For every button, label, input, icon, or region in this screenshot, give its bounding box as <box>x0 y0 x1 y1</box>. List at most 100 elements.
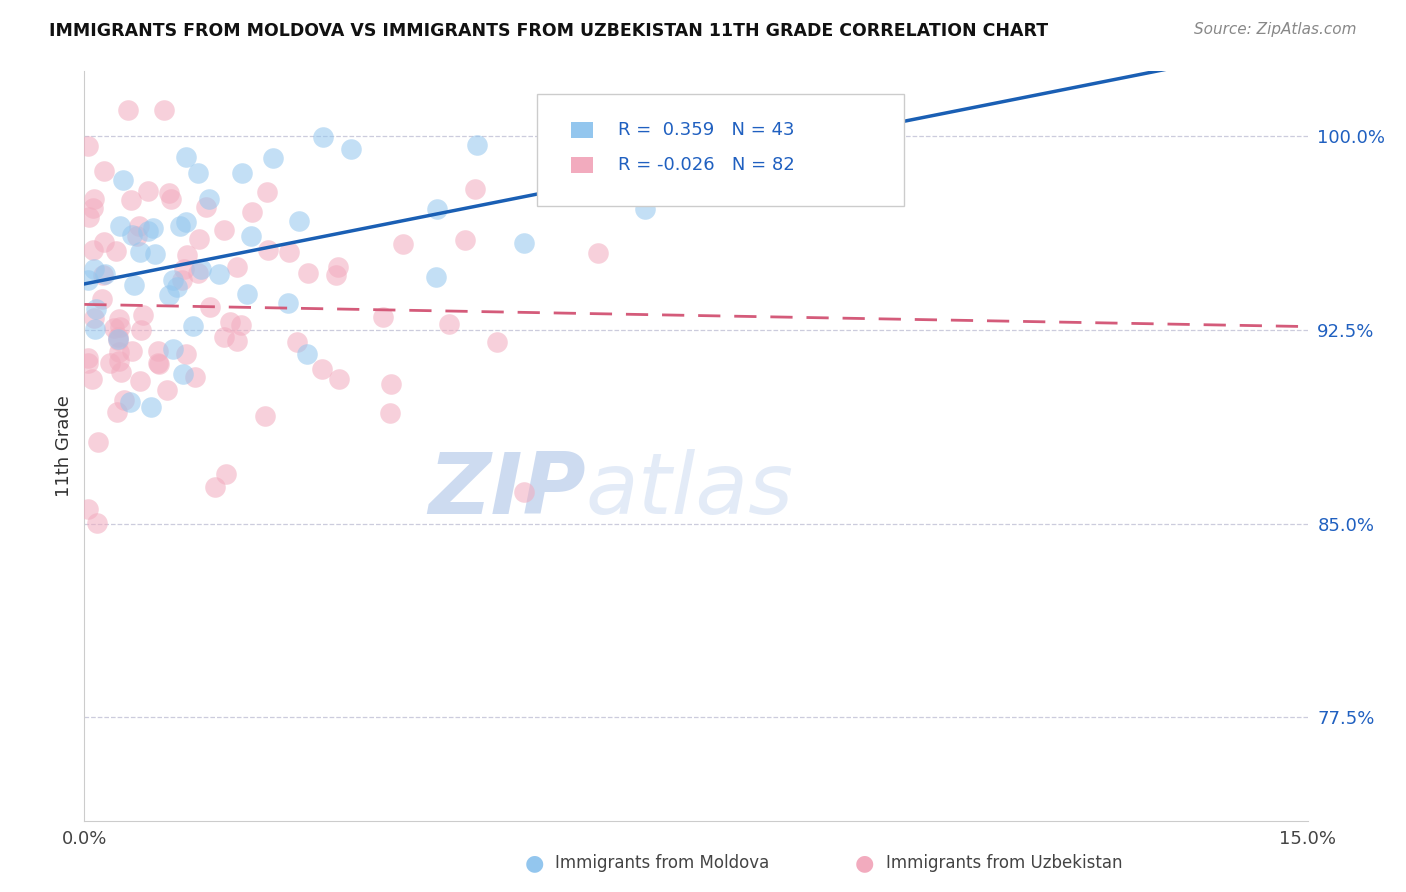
Point <box>190 262 212 277</box>
Point <box>340 143 363 157</box>
Point <box>141 400 163 414</box>
Point <box>172 367 194 381</box>
Point <box>107 329 129 343</box>
Point <box>231 166 253 180</box>
Point <box>326 260 349 275</box>
Point <box>83 192 105 206</box>
Point <box>160 192 183 206</box>
Point <box>378 405 401 419</box>
FancyBboxPatch shape <box>537 94 904 206</box>
Point <box>486 335 509 350</box>
Point <box>198 301 221 315</box>
Point <box>108 219 131 234</box>
Point <box>131 322 153 336</box>
Point <box>229 318 252 333</box>
Point <box>454 233 477 247</box>
Point <box>513 235 536 250</box>
Point <box>82 201 104 215</box>
FancyBboxPatch shape <box>571 157 593 173</box>
Point <box>465 138 488 153</box>
Point <box>86 516 108 530</box>
Point <box>107 333 129 347</box>
Point <box>297 266 319 280</box>
Point <box>83 262 105 277</box>
Text: ●: ● <box>855 854 875 873</box>
Point <box>198 192 221 206</box>
Text: R =  0.359   N = 43: R = 0.359 N = 43 <box>617 120 794 139</box>
Point <box>157 288 180 302</box>
Point <box>184 369 207 384</box>
Text: ●: ● <box>524 854 544 873</box>
Point <box>77 210 100 224</box>
Point <box>77 502 100 516</box>
Point <box>128 219 150 234</box>
Point <box>174 215 197 229</box>
Point <box>513 484 536 499</box>
Point <box>122 278 145 293</box>
Point <box>157 186 180 200</box>
Point <box>176 150 198 164</box>
Point <box>120 193 142 207</box>
Point <box>94 267 117 281</box>
Point <box>328 371 350 385</box>
Point <box>262 151 284 165</box>
Point <box>162 273 184 287</box>
Point <box>121 227 143 242</box>
Point <box>295 346 318 360</box>
Point <box>87 435 110 450</box>
Point <box>278 244 301 259</box>
Point <box>194 200 217 214</box>
Point <box>107 333 129 347</box>
Point <box>373 310 395 325</box>
Point <box>148 344 170 359</box>
Point <box>111 173 134 187</box>
Point <box>174 346 197 360</box>
Point <box>208 267 231 281</box>
Point <box>426 202 449 216</box>
Point <box>148 356 170 370</box>
Point <box>112 392 135 407</box>
Point <box>256 185 278 199</box>
Point <box>84 302 107 317</box>
Point <box>173 262 195 277</box>
Point <box>215 467 238 482</box>
Point <box>121 344 143 359</box>
Point <box>277 295 299 310</box>
Point <box>225 334 247 348</box>
Text: Source: ZipAtlas.com: Source: ZipAtlas.com <box>1194 22 1357 37</box>
Text: ZIP: ZIP <box>429 450 586 533</box>
Point <box>91 268 114 282</box>
Point <box>77 355 100 369</box>
Point <box>188 232 211 246</box>
Text: IMMIGRANTS FROM MOLDOVA VS IMMIGRANTS FROM UZBEKISTAN 11TH GRADE CORRELATION CHA: IMMIGRANTS FROM MOLDOVA VS IMMIGRANTS FR… <box>49 22 1049 40</box>
Point <box>212 222 235 236</box>
Point <box>312 130 335 145</box>
Point <box>254 409 277 423</box>
Point <box>93 235 115 249</box>
Point <box>156 383 179 397</box>
Text: atlas: atlas <box>586 450 794 533</box>
Point <box>128 374 150 388</box>
Point <box>82 244 104 258</box>
Text: R = -0.026   N = 82: R = -0.026 N = 82 <box>617 156 794 174</box>
Point <box>257 243 280 257</box>
Point <box>117 103 139 117</box>
Text: Immigrants from Moldova: Immigrants from Moldova <box>555 855 769 872</box>
Point <box>218 315 240 329</box>
Point <box>77 138 100 153</box>
Point <box>107 354 129 368</box>
Point <box>108 312 131 326</box>
Point <box>187 166 209 180</box>
Point <box>77 351 100 365</box>
Point <box>325 268 347 282</box>
Point <box>285 334 308 349</box>
Point <box>104 244 127 259</box>
Point <box>108 319 131 334</box>
Point <box>136 224 159 238</box>
Point <box>148 358 170 372</box>
Point <box>586 245 609 260</box>
Point <box>143 247 166 261</box>
Point <box>204 480 226 494</box>
Point <box>633 202 655 216</box>
Point <box>136 184 159 198</box>
